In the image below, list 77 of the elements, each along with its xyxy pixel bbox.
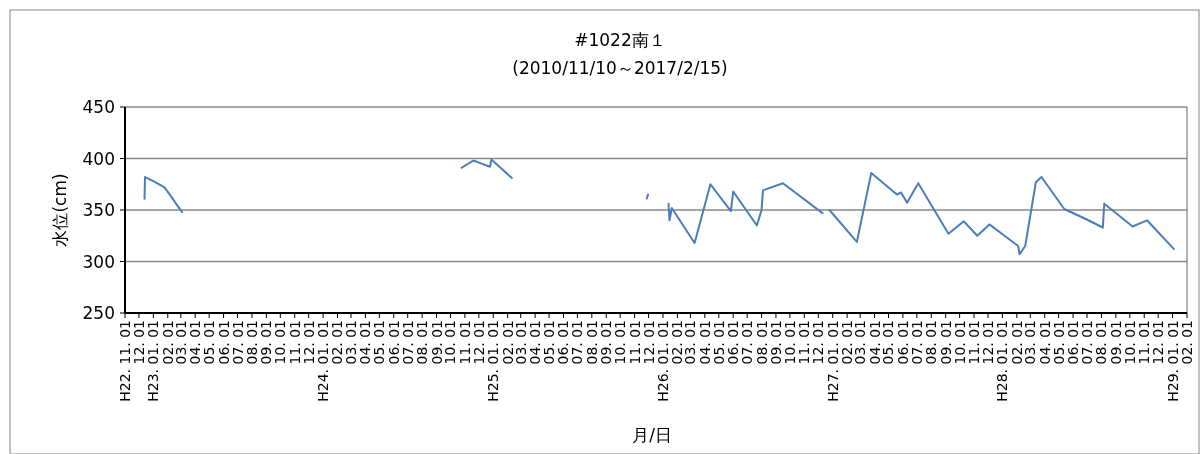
x-tick-label: 10. 01 [781,320,798,365]
x-tick-label: 04. 01 [696,320,713,365]
x-tick-label: 07. 01 [908,320,925,365]
x-tick-label: 06. 01 [725,320,742,365]
x-tick-label: H29. 01. 01 [1164,320,1181,402]
x-tick-label: 02. 01 [1008,320,1025,365]
x-tick-label: 04. 01 [187,320,204,365]
x-tick-label: 12. 01 [300,320,317,365]
x-tick-label: 11. 01 [286,320,303,365]
x-tick-label: 05. 01 [880,320,897,365]
x-tick-label: 05. 01 [541,320,558,365]
x-tick-label: 05. 01 [710,320,727,365]
line-series [828,171,1175,256]
x-tick-label: 08. 01 [414,320,431,365]
x-tick-label: 04. 01 [357,320,374,365]
x-tick-label: 12. 01 [640,320,657,365]
x-axis-title: 月/日 [632,425,672,445]
x-tick-label: 08. 01 [753,320,770,365]
x-tick-label: 05. 01 [201,320,218,365]
x-tick-label: 07. 01 [1079,320,1096,365]
x-tick-label: 03. 01 [1022,320,1039,365]
x-tick-label: 04. 01 [1036,320,1053,365]
x-tick-label: 07. 01 [399,320,416,365]
x-tick-label: H25. 01. 01 [485,320,502,402]
line-series [667,182,824,244]
x-tick-label: 09. 01 [937,320,954,365]
x-tick-label: 04. 01 [866,320,883,365]
x-tick-label: H28. 01. 01 [994,320,1011,402]
x-tick-label: H26. 01. 01 [654,320,671,402]
x-tick-label: 09. 01 [258,320,275,365]
line-series [460,158,513,180]
y-tick-label: 300 [82,251,115,272]
x-tick-label: 10. 01 [1121,320,1138,365]
x-tick-label: 12. 01 [810,320,827,365]
x-tick-label: 08. 01 [1093,320,1110,365]
chart-subtitle: (2010/11/10～2017/2/15) [512,58,728,78]
y-tick-label: 250 [82,303,115,323]
x-tick-label: 08. 01 [243,320,260,365]
x-tick-label: 10. 01 [442,320,459,365]
x-tick-label: H24. 01. 01 [315,320,332,402]
x-tick-label: 09. 01 [428,320,445,365]
x-tick-label: 12. 01 [470,320,487,365]
x-tick-label: 06. 01 [215,320,232,365]
chart-title: #1022南１ [574,30,666,50]
y-tick-label: 400 [82,148,115,169]
x-tick-label: 11. 01 [1136,320,1153,365]
x-tick-label: 10. 01 [272,320,289,365]
x-tick-label: H23. 01. 01 [145,320,162,402]
y-tick-label: 350 [82,200,115,220]
x-tick-label: 06. 01 [555,320,572,365]
x-tick-label: 09. 01 [1107,320,1124,365]
x-tick-label: H22. 11. 01 [117,320,133,402]
y-tick-label: 450 [82,97,115,117]
line-series [143,176,184,214]
x-tick-label: 06. 01 [385,320,402,365]
x-tick-label: 07. 01 [739,320,756,365]
x-tick-label: 08. 01 [583,320,600,365]
x-tick-label: 11. 01 [626,320,643,365]
x-tick-label: 12. 01 [1150,320,1167,365]
x-tick-label: 05. 01 [371,320,388,365]
y-axis-title: 水位(cm) [50,173,70,247]
x-tick-label: 10. 01 [612,320,629,365]
x-tick-label: 04. 01 [527,320,544,365]
x-tick-label: 12. 01 [130,320,147,365]
x-tick-label: 07. 01 [229,320,246,365]
x-tick-label: 09. 01 [767,320,784,365]
x-tick-label: 11. 01 [796,320,813,365]
x-tick-label: 07. 01 [569,320,586,365]
x-tick-label: 02. 01 [1179,320,1195,365]
x-tick-label: 06. 01 [894,320,911,365]
x-tick-label: 06. 01 [1065,320,1082,365]
x-tick-label: 08. 01 [923,320,940,365]
x-tick-label: 11. 01 [456,320,473,365]
x-tick-label: H27. 01. 01 [824,320,841,402]
x-tick-label: 05. 01 [1050,320,1067,365]
x-tick-label: 10. 01 [951,320,968,365]
x-tick-label: 09. 01 [598,320,615,365]
